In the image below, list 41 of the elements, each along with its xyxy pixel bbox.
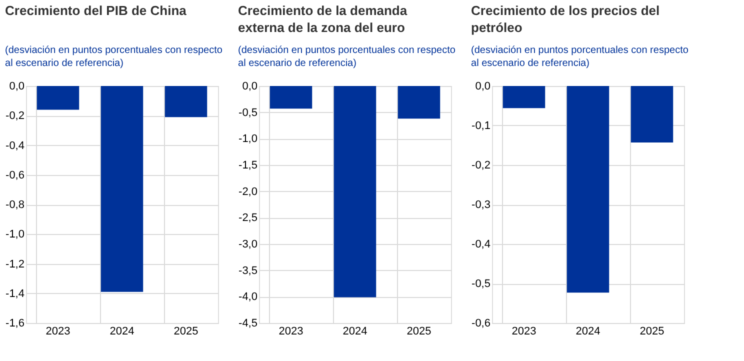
y-tick-label: -1,5: [238, 160, 258, 172]
y-tick-label: 0,0: [475, 80, 490, 92]
x-tick-label: 2023: [278, 326, 304, 338]
y-tick-label: -3,0: [238, 238, 258, 250]
x-tick-label: 2025: [640, 326, 664, 338]
y-tick-label: -4,0: [238, 291, 258, 304]
chart-title: Crecimiento de la demanda externa de la zona del euro: [238, 3, 408, 35]
y-tick-label: -0,1: [472, 120, 490, 132]
y-tick-label: -0,5: [238, 106, 258, 119]
y-tick-label: -0,2: [6, 110, 24, 122]
y-tick-label: -0,6: [472, 318, 490, 330]
y-tick-label: -0,5: [472, 278, 490, 290]
chart-subtitle: (desviación en puntos porcentuales con respecto al escenario de referencia): [238, 45, 456, 69]
y-tick-label: -2,0: [238, 186, 258, 198]
x-tick-label: 2024: [342, 326, 368, 338]
x-tick-label: 2023: [512, 326, 536, 338]
y-tick-label: 0,0: [9, 80, 24, 92]
x-tick-label: 2024: [110, 326, 134, 338]
y-tick-label: -0,6: [6, 169, 24, 182]
y-tick-label: -1,4: [6, 288, 24, 300]
y-tick-label: -4,5: [238, 318, 258, 330]
x-tick-label: 2023: [46, 326, 70, 338]
y-tick-label: -1,0: [238, 133, 258, 146]
x-tick-label: 2025: [174, 326, 198, 338]
x-tick-label: 2024: [576, 326, 600, 338]
y-tick-label: -0,4: [472, 238, 490, 250]
y-tick-label: -2,5: [238, 212, 258, 224]
y-tick-label: -1,6: [6, 318, 24, 330]
y-tick-label: -0,2: [472, 160, 490, 172]
y-tick-label: -0,4: [6, 140, 24, 152]
y-tick-label: 0,0: [242, 80, 258, 92]
y-tick-label: -1,2: [6, 258, 24, 270]
x-tick-label: 2025: [406, 326, 432, 338]
y-tick-label: -3,5: [238, 264, 258, 277]
chart-title: Crecimiento de los precios del petróleo: [471, 3, 660, 35]
chart-subtitle: (desviación en puntos porcentuales con respecto al escenario de referencia): [5, 45, 223, 69]
y-tick-label: -1,0: [6, 228, 24, 241]
y-tick-label: -0,3: [472, 199, 490, 211]
chart-title: Crecimiento del PIB de China: [5, 3, 188, 18]
y-tick-label: -0,8: [6, 199, 24, 211]
chart-subtitle: (desviación en puntos porcentuales con respecto al escenario de referencia): [471, 45, 689, 69]
